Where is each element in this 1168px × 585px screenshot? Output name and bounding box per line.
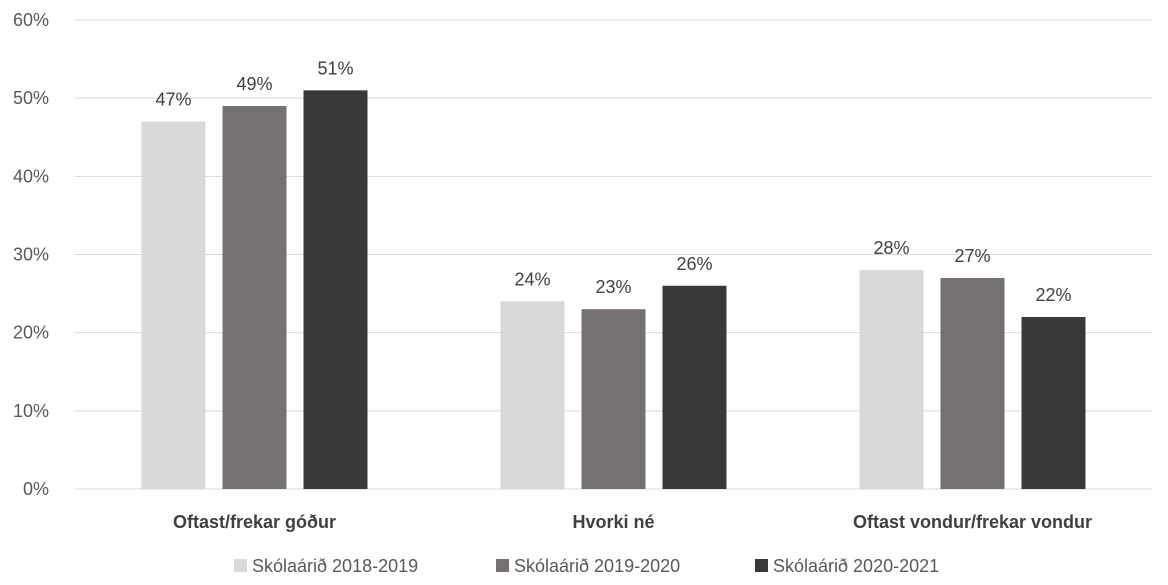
data-labels: 47% 49% 51% 24% 23% 26% 28% 27% 22% xyxy=(155,58,1071,305)
y-tick-label: 0% xyxy=(23,479,49,499)
data-label: 47% xyxy=(155,90,191,110)
data-label: 22% xyxy=(1035,285,1071,305)
data-label: 23% xyxy=(595,277,631,297)
data-label: 49% xyxy=(236,74,272,94)
data-label: 27% xyxy=(954,246,990,266)
y-tick-label: 60% xyxy=(13,10,49,30)
x-axis-category-labels: Oftast/frekar góður Hvorki né Oftast vondu… xyxy=(173,512,1092,532)
data-label: 28% xyxy=(873,238,909,258)
legend-label: Skólaárið 2018-2019 xyxy=(252,556,418,576)
bar xyxy=(1021,317,1086,489)
data-label: 26% xyxy=(676,254,712,274)
legend: Skólaárið 2018-2019 Skólaárið 2019-2020 Sk… xyxy=(234,556,939,576)
bar xyxy=(500,301,565,489)
legend-swatch xyxy=(496,559,509,572)
bar xyxy=(141,121,206,489)
y-tick-label: 40% xyxy=(13,166,49,186)
data-label: 51% xyxy=(317,58,353,78)
x-category-label: Hvorki né xyxy=(572,512,654,532)
bar xyxy=(859,270,924,489)
bar xyxy=(303,90,368,489)
legend-swatch xyxy=(755,559,768,572)
y-tick-label: 30% xyxy=(13,245,49,265)
data-label: 24% xyxy=(514,269,550,289)
legend-label: Skólaárið 2020-2021 xyxy=(773,556,939,576)
bar xyxy=(581,309,646,489)
bar xyxy=(940,277,1005,489)
legend-label: Skólaárið 2019-2020 xyxy=(514,556,680,576)
bar xyxy=(662,285,727,489)
x-category-label: Oftast/frekar góður xyxy=(173,512,336,532)
bar xyxy=(222,105,287,489)
x-category-label: Oftast vondur/frekar vondur xyxy=(853,512,1092,532)
bars xyxy=(141,90,1086,489)
y-tick-label: 20% xyxy=(13,323,49,343)
y-axis-tick-labels: 0% 10% 20% 30% 40% 50% 60% xyxy=(13,10,49,499)
legend-swatch xyxy=(234,559,247,572)
y-tick-label: 50% xyxy=(13,88,49,108)
y-tick-label: 10% xyxy=(13,401,49,421)
